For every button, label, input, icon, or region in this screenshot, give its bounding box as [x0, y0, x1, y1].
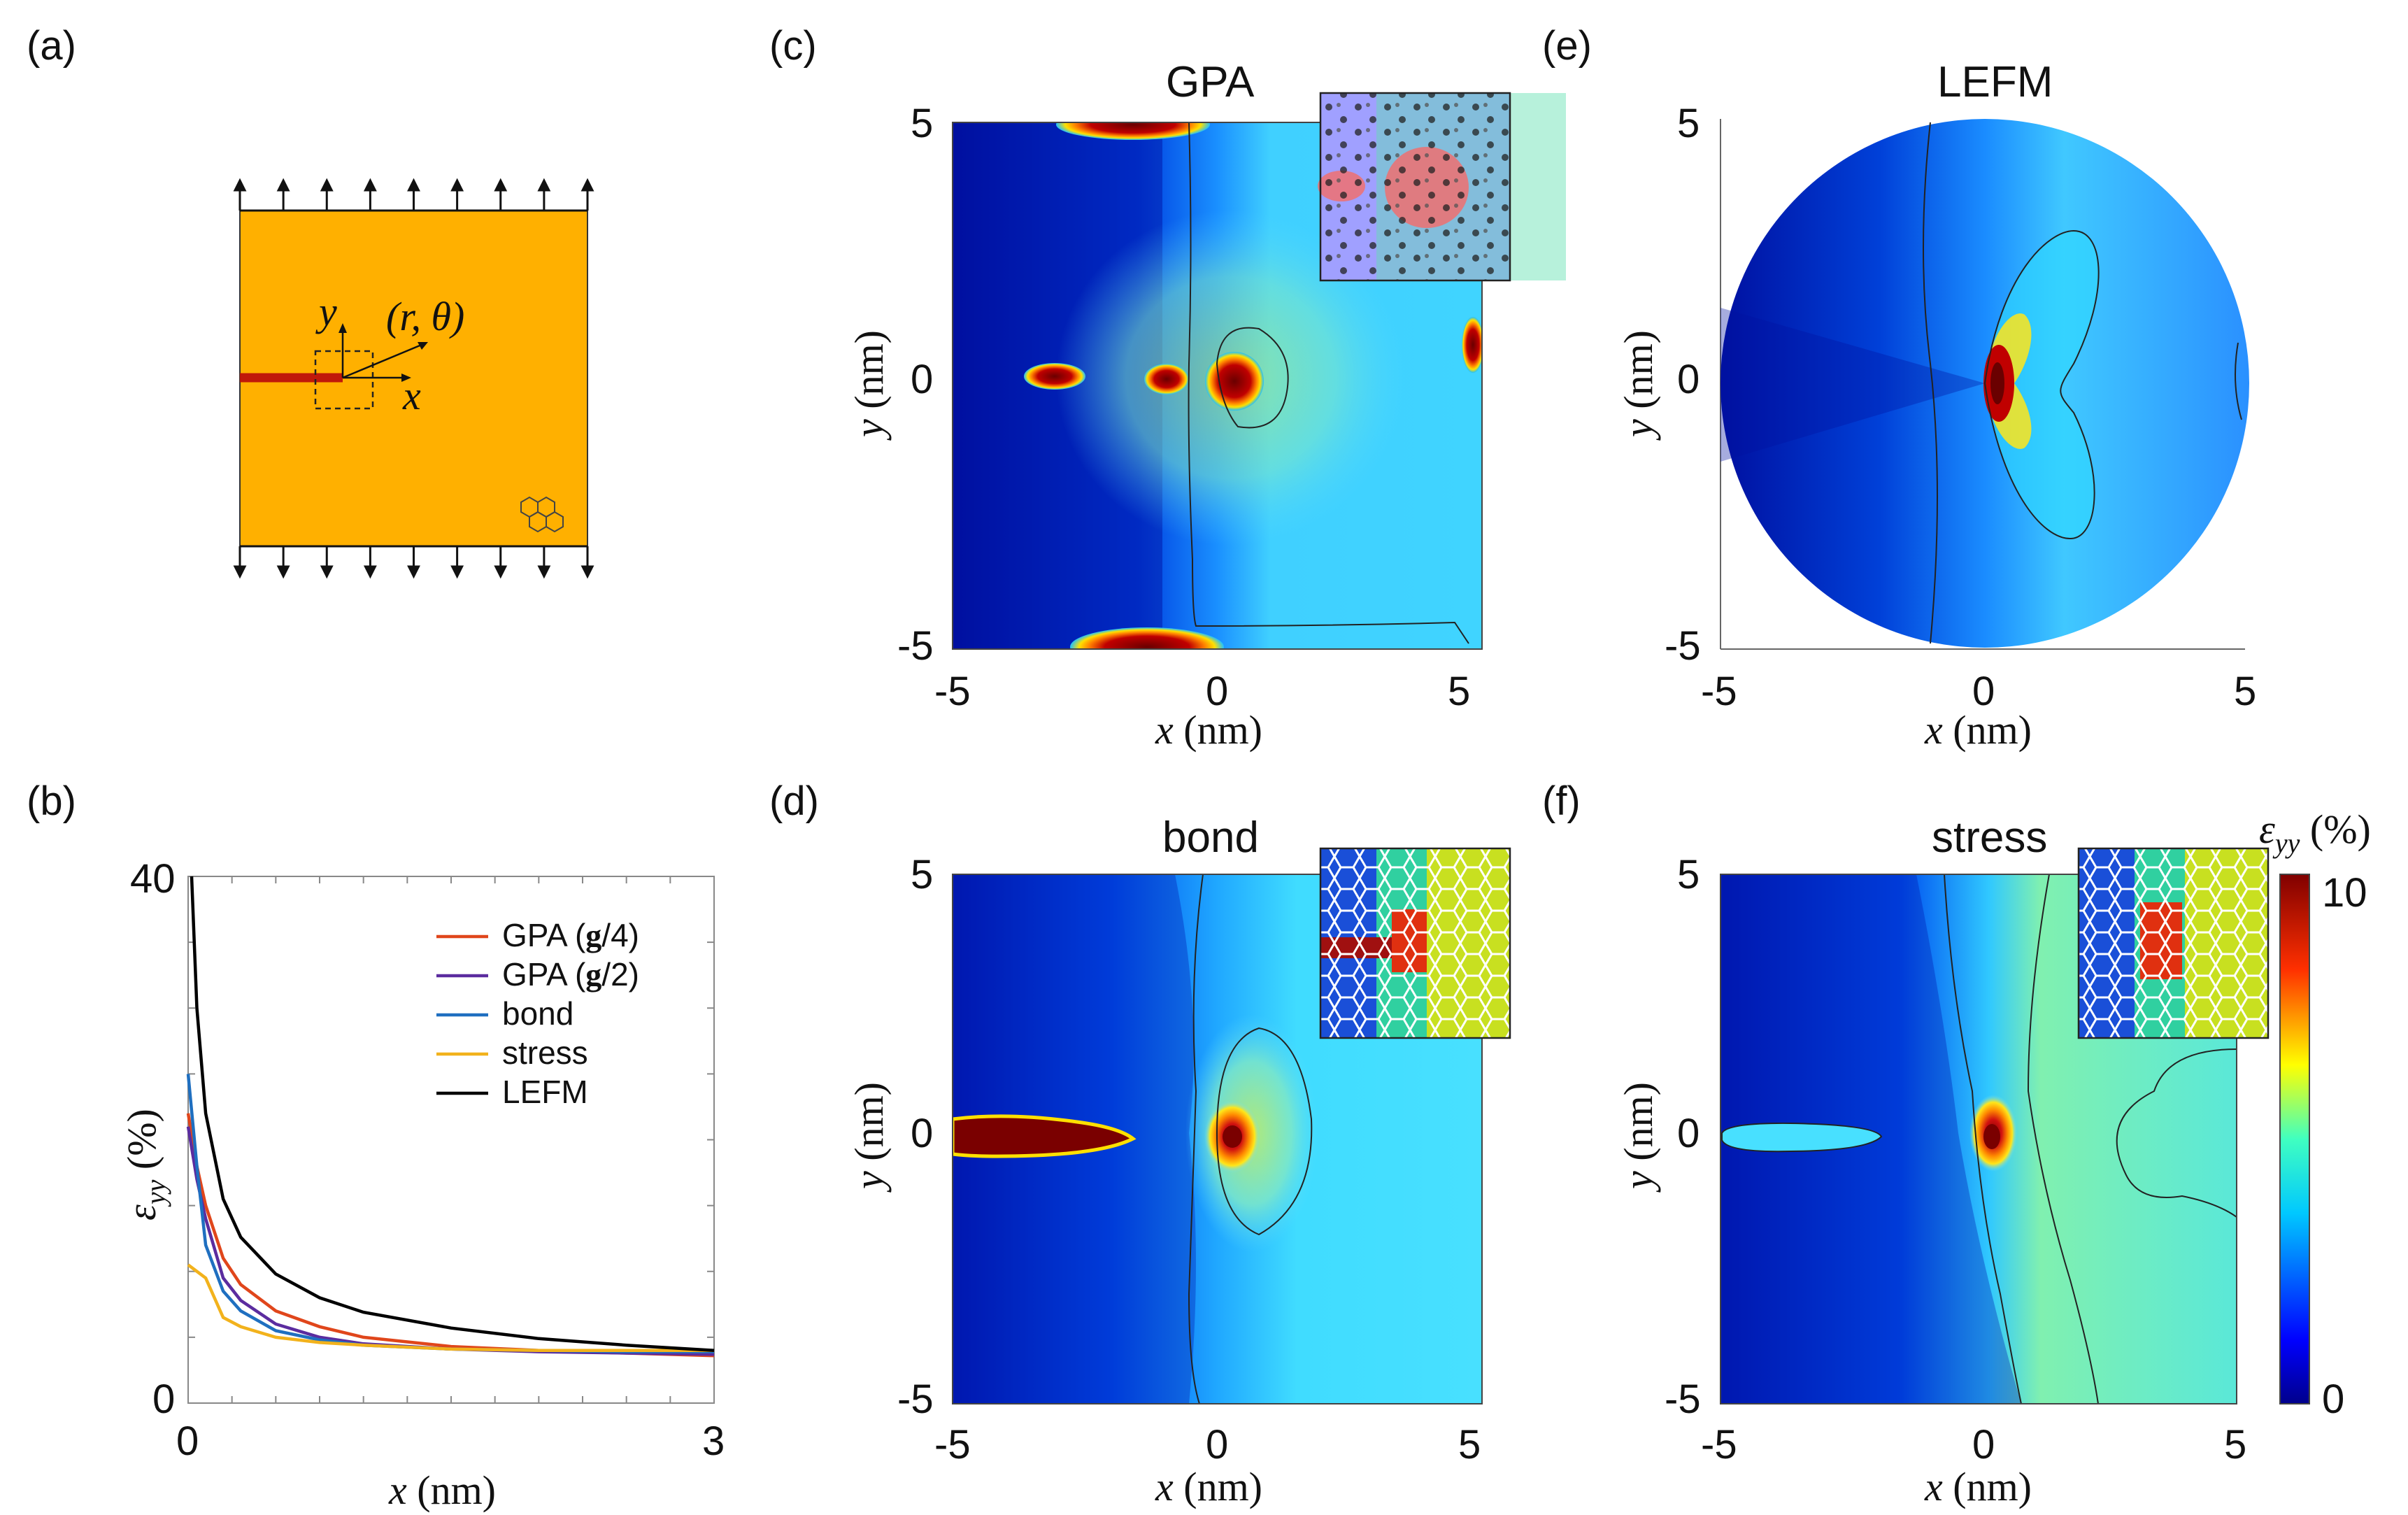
c-hotspot-2	[1144, 364, 1189, 394]
c-top-edge-hotspot	[1056, 122, 1210, 140]
f-y-axis-title: y (nm)	[1616, 1082, 1661, 1193]
c-xtick-5: 5	[1448, 669, 1470, 714]
schematic-x-label: x	[402, 373, 421, 418]
d-y-axis-title: y (nm)	[846, 1082, 892, 1193]
b-xtick-3: 3	[702, 1418, 725, 1464]
panel-f-heatmap: stress 5 0 -5 -5 0 5 x (nm) y (nm)	[1616, 813, 2270, 1509]
colorbar-min-label: 0	[2322, 1377, 2344, 1422]
b-series-line-4	[190, 876, 715, 1352]
c-inset	[1318, 92, 1566, 282]
top-load-arrows	[233, 178, 594, 212]
d-x-axis-title: x (nm)	[1155, 1464, 1262, 1509]
panel-label-f: (f)	[1542, 778, 1581, 824]
c-ytick-0: 0	[911, 357, 933, 402]
c-xtick-0: 0	[1206, 669, 1228, 714]
f-ytick-0: 0	[1677, 1111, 1700, 1156]
panel-b-chart: 40 0 0 3 x (nm) εyy (%) GPA (g/4)GPA (g/…	[119, 856, 725, 1513]
bottom-load-arrows	[233, 545, 594, 579]
b-legend-entry: LEFM	[502, 1074, 588, 1110]
f-xtick-neg5: -5	[1701, 1422, 1737, 1467]
panel-label-b: (b)	[27, 778, 76, 824]
d-xtick-5: 5	[1458, 1422, 1481, 1467]
b-legend-entry: stress	[502, 1034, 588, 1071]
c-bottom-edge-hotspot	[1070, 627, 1224, 649]
f-xtick-0: 0	[1972, 1422, 1995, 1467]
c-ytick-neg5: -5	[897, 623, 934, 669]
f-ytick-5: 5	[1677, 852, 1700, 897]
d-xtick-0: 0	[1206, 1422, 1228, 1467]
e-xtick-neg5: -5	[1701, 669, 1737, 714]
c-ytick-5: 5	[911, 101, 933, 146]
d-inset	[1319, 847, 1511, 1039]
c-x-axis-title: x (nm)	[1155, 707, 1262, 753]
f-crack-band	[1721, 1122, 1883, 1153]
f-x-axis-title: x (nm)	[1924, 1464, 2032, 1509]
c-crack-tip-hotspot	[1205, 352, 1264, 411]
panel-c-heatmap: GPA 5 0 -5 -5 0 5 x (nm)	[846, 58, 1566, 753]
svg-text:εyy (%): εyy (%)	[119, 1109, 171, 1221]
d-title: bond	[1162, 813, 1259, 862]
b-y-axis-title: εyy (%)	[119, 1109, 171, 1221]
panel-label-a: (a)	[27, 23, 76, 69]
panel-label-d: (d)	[769, 778, 819, 824]
f-ytick-neg5: -5	[1665, 1377, 1701, 1422]
c-hotspot-1	[1024, 363, 1085, 390]
f-title: stress	[1932, 813, 2047, 862]
e-ytick-0: 0	[1677, 357, 1700, 402]
crack-tip-region-box	[314, 350, 374, 410]
b-ytick-0: 0	[152, 1377, 175, 1422]
panel-a-schematic: y x (r, θ)	[233, 178, 594, 579]
e-x-axis-title: x (nm)	[1924, 707, 2032, 753]
colorbar-title: εyy (%)	[2259, 806, 2371, 859]
e-ytick-5: 5	[1677, 101, 1700, 146]
b-series-line-3	[187, 1263, 714, 1352]
b-legend-entry: GPA (g/4)	[502, 917, 639, 953]
colorbar-scale	[2279, 874, 2310, 1404]
d-ytick-5: 5	[911, 852, 933, 897]
c-title: GPA	[1166, 58, 1255, 106]
panel-label-c: (c)	[769, 23, 817, 69]
b-series-line-2	[186, 1074, 714, 1353]
r-vector-arrow	[342, 343, 424, 379]
c-xtick-neg5: -5	[934, 669, 971, 714]
panel-label-e: (e)	[1542, 23, 1592, 69]
colorbar-max-label: 10	[2322, 870, 2367, 916]
b-ytick-40: 40	[130, 856, 176, 902]
svg-text:x (nm): x (nm)	[388, 1467, 496, 1513]
b-xtick-0: 0	[176, 1418, 199, 1464]
panel-d-heatmap: bond 5 0 -5 -5 0 5 x (nm) y (nm)	[846, 813, 1511, 1509]
c-y-axis-title: y (nm)	[846, 330, 892, 441]
d-xtick-neg5: -5	[934, 1422, 971, 1467]
b-legend-entry: bond	[502, 995, 573, 1032]
e-y-axis-title: y (nm)	[1616, 330, 1661, 441]
e-ytick-neg5: -5	[1665, 623, 1701, 669]
e-xtick-0: 0	[1972, 669, 1995, 714]
e-title: LEFM	[1937, 58, 2053, 106]
schematic-y-label: y	[315, 289, 337, 334]
panel-e-heatmap: LEFM 5 0 -5 -5 0 5 x (nm) y (nm)	[1616, 58, 2256, 753]
f-inset	[2077, 847, 2270, 1039]
schematic-coord-label: (r, θ)	[386, 294, 464, 339]
d-ytick-0: 0	[911, 1111, 933, 1156]
d-crack-band	[953, 1114, 1137, 1158]
f-xtick-5: 5	[2224, 1422, 2246, 1467]
e-xtick-5: 5	[2234, 669, 2256, 714]
b-legend-entry: GPA (g/2)	[502, 956, 639, 993]
colorbar: εyy (%) 10 0	[2259, 806, 2371, 1422]
hexagon-lattice-icon	[520, 496, 564, 533]
b-series-line-1	[186, 1126, 715, 1356]
b-x-axis-title: x (nm)	[388, 1467, 496, 1513]
c-right-edge-hotspot	[1462, 317, 1482, 373]
d-ytick-neg5: -5	[897, 1377, 934, 1422]
